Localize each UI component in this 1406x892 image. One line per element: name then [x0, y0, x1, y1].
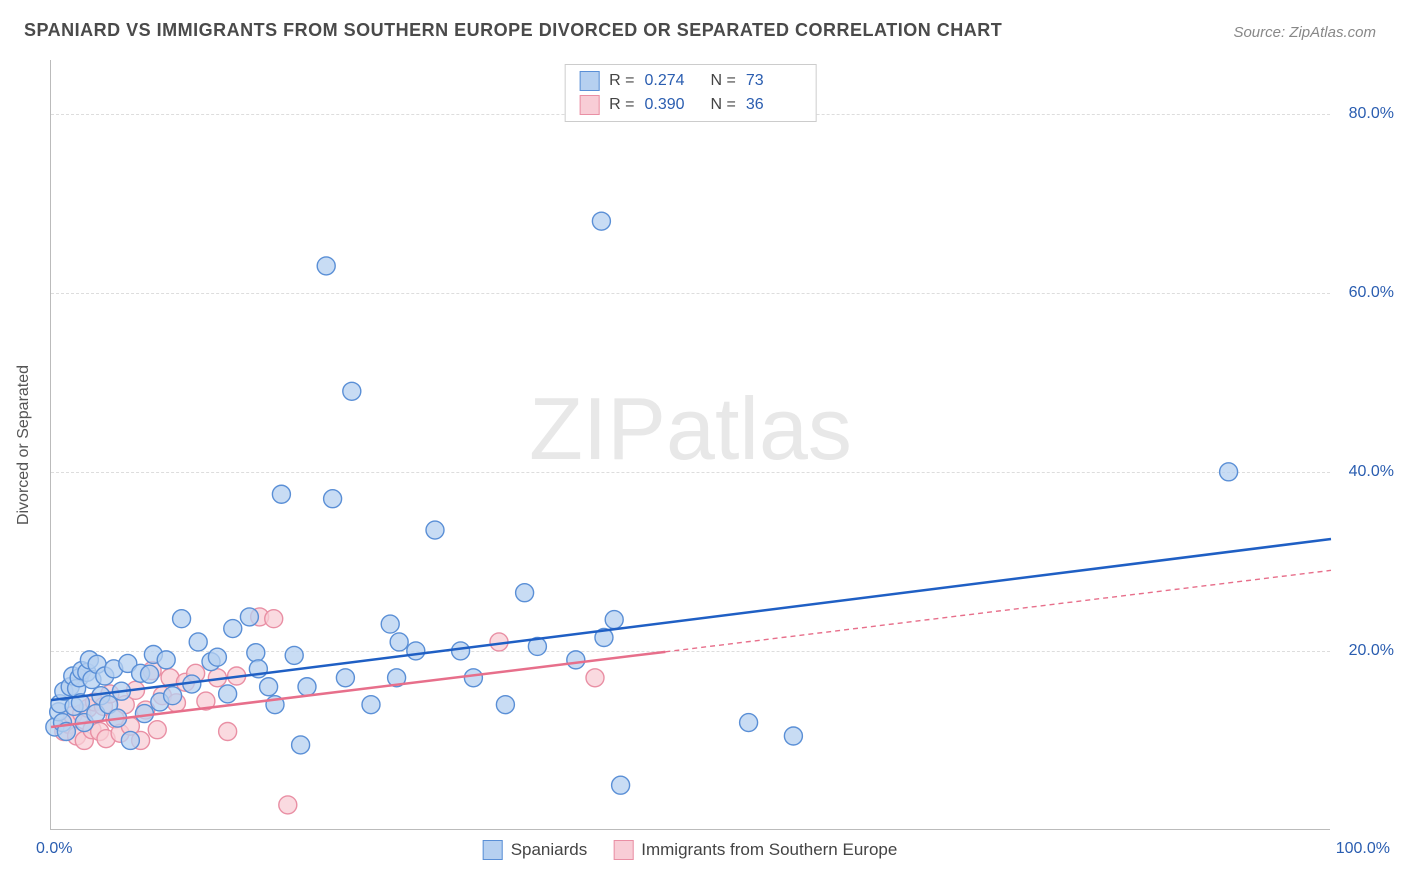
scatter-point	[189, 633, 207, 651]
scatter-point	[592, 212, 610, 230]
y-axis-label: Divorced or Separated	[15, 365, 33, 525]
scatter-point	[740, 714, 758, 732]
scatter-point	[516, 584, 534, 602]
scatter-point	[336, 669, 354, 687]
scatter-point	[219, 685, 237, 703]
scatter-point	[567, 651, 585, 669]
legend-swatch-icon	[579, 95, 599, 115]
x-tick-label: 0.0%	[36, 840, 72, 858]
r-value: 0.390	[645, 96, 701, 114]
scatter-point	[390, 633, 408, 651]
plot-container: ZIPatlas R = 0.274 N = 73 R = 0.390 N = …	[50, 60, 1330, 830]
scatter-point	[157, 651, 175, 669]
scatter-point	[148, 721, 166, 739]
scatter-point	[260, 678, 278, 696]
scatter-point	[208, 648, 226, 666]
scatter-point	[164, 687, 182, 705]
scatter-point	[496, 696, 514, 714]
scatter-point	[224, 620, 242, 638]
n-value: 73	[746, 72, 802, 90]
scatter-point	[586, 669, 604, 687]
scatter-point	[407, 642, 425, 660]
scatter-point	[605, 611, 623, 629]
y-tick-label: 40.0%	[1349, 463, 1394, 481]
n-value: 36	[746, 96, 802, 114]
series-legend-item: Spaniards	[483, 840, 588, 860]
legend-swatch-icon	[483, 840, 503, 860]
scatter-point	[612, 776, 630, 794]
scatter-point	[784, 727, 802, 745]
series-legend-item: Immigrants from Southern Europe	[613, 840, 897, 860]
series-legend-label: Immigrants from Southern Europe	[641, 840, 897, 860]
scatter-point	[141, 665, 159, 683]
correlation-legend: R = 0.274 N = 73 R = 0.390 N = 36	[564, 64, 817, 122]
scatter-point	[247, 644, 265, 662]
scatter-point	[452, 642, 470, 660]
series-legend-label: Spaniards	[511, 840, 588, 860]
scatter-svg	[51, 60, 1331, 830]
y-tick-label: 20.0%	[1349, 642, 1394, 660]
scatter-point	[298, 678, 316, 696]
scatter-point	[240, 608, 258, 626]
scatter-point	[173, 610, 191, 628]
scatter-point	[1220, 463, 1238, 481]
correlation-legend-row: R = 0.274 N = 73	[565, 69, 816, 93]
plot-area: ZIPatlas R = 0.274 N = 73 R = 0.390 N = …	[50, 60, 1330, 830]
scatter-point	[381, 615, 399, 633]
n-label: N =	[711, 72, 736, 90]
scatter-point	[219, 723, 237, 741]
scatter-point	[343, 382, 361, 400]
legend-swatch-icon	[613, 840, 633, 860]
scatter-point	[285, 646, 303, 664]
scatter-point	[362, 696, 380, 714]
r-label: R =	[609, 72, 634, 90]
y-tick-label: 80.0%	[1349, 105, 1394, 123]
scatter-point	[426, 521, 444, 539]
series-legend: Spaniards Immigrants from Southern Europ…	[483, 840, 898, 860]
source-attribution: Source: ZipAtlas.com	[1233, 24, 1376, 41]
correlation-legend-row: R = 0.390 N = 36	[565, 93, 816, 117]
scatter-point	[317, 257, 335, 275]
chart-title: SPANIARD VS IMMIGRANTS FROM SOUTHERN EUR…	[24, 20, 1002, 41]
x-tick-label: 100.0%	[1336, 840, 1390, 858]
legend-swatch-icon	[579, 71, 599, 91]
scatter-point	[121, 731, 139, 749]
scatter-point	[265, 610, 283, 628]
scatter-point	[272, 485, 290, 503]
r-value: 0.274	[645, 72, 701, 90]
scatter-point	[279, 796, 297, 814]
scatter-point	[292, 736, 310, 754]
y-tick-label: 60.0%	[1349, 284, 1394, 302]
n-label: N =	[711, 96, 736, 114]
scatter-point	[324, 490, 342, 508]
r-label: R =	[609, 96, 634, 114]
scatter-point	[464, 669, 482, 687]
